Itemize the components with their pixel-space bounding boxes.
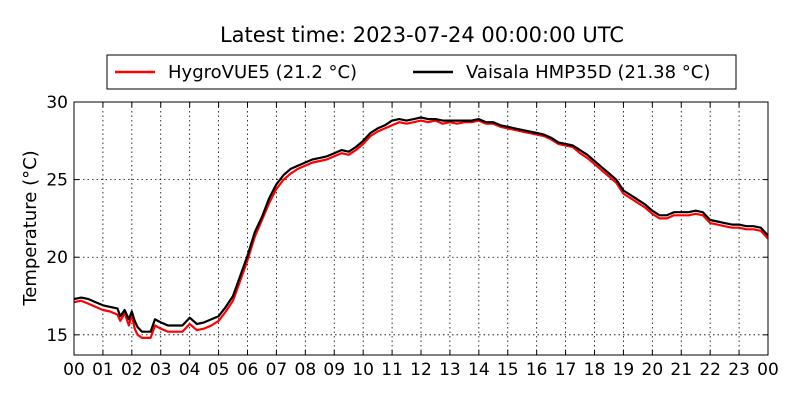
data-series — [73, 116, 769, 339]
y-axis-label: Temperature (°C) — [20, 150, 41, 306]
y-tick-label: 15 — [46, 326, 68, 346]
x-tick-label: 22 — [699, 360, 721, 380]
x-tick-label: 01 — [92, 360, 114, 380]
x-tick-label: 10 — [352, 360, 374, 380]
grid-lines — [74, 102, 768, 355]
x-tick-label: 20 — [642, 360, 664, 380]
x-tick-label: 11 — [381, 360, 403, 380]
x-tick-label: 06 — [237, 360, 259, 380]
x-tick-label: 00 — [757, 360, 779, 380]
x-tick-label: 23 — [728, 360, 750, 380]
x-tick-label: 18 — [584, 360, 606, 380]
x-tick-label: 05 — [208, 360, 230, 380]
y-tick-label: 20 — [46, 248, 68, 268]
x-tick-label: 09 — [323, 360, 345, 380]
x-tick-label: 17 — [555, 360, 577, 380]
x-tick-label: 12 — [410, 360, 432, 380]
x-tick-label: 13 — [439, 360, 461, 380]
x-tick-label: 04 — [179, 360, 201, 380]
series-line-hygrovue5 — [73, 119, 769, 339]
x-tick-label: 03 — [150, 360, 172, 380]
legend-label-vaisala: Vaisala HMP35D (21.38 °C) — [466, 62, 710, 83]
series-line-vaisala — [73, 116, 769, 333]
x-tick-label: 16 — [526, 360, 548, 380]
x-tick-label: 08 — [295, 360, 317, 380]
x-tick-label: 14 — [468, 360, 490, 380]
x-tick-label: 00 — [63, 360, 85, 380]
y-tick-label: 30 — [46, 93, 68, 113]
y-axis: 15 20 25 30 — [46, 93, 768, 346]
x-axis: 00 01 02 03 04 05 06 07 08 09 10 11 12 13 14 15 16 17 18 19… — [63, 102, 779, 380]
chart-title: Latest time: 2023-07-24 00:00:00 UTC — [220, 23, 624, 47]
x-tick-label: 07 — [266, 360, 288, 380]
x-tick-label: 19 — [613, 360, 635, 380]
y-tick-label: 25 — [46, 171, 68, 191]
x-tick-label: 02 — [121, 360, 143, 380]
legend-label-hygrovue5: HygroVUE5 (21.2 °C) — [168, 62, 357, 83]
x-tick-label: 15 — [497, 360, 519, 380]
x-tick-label: 21 — [670, 360, 692, 380]
